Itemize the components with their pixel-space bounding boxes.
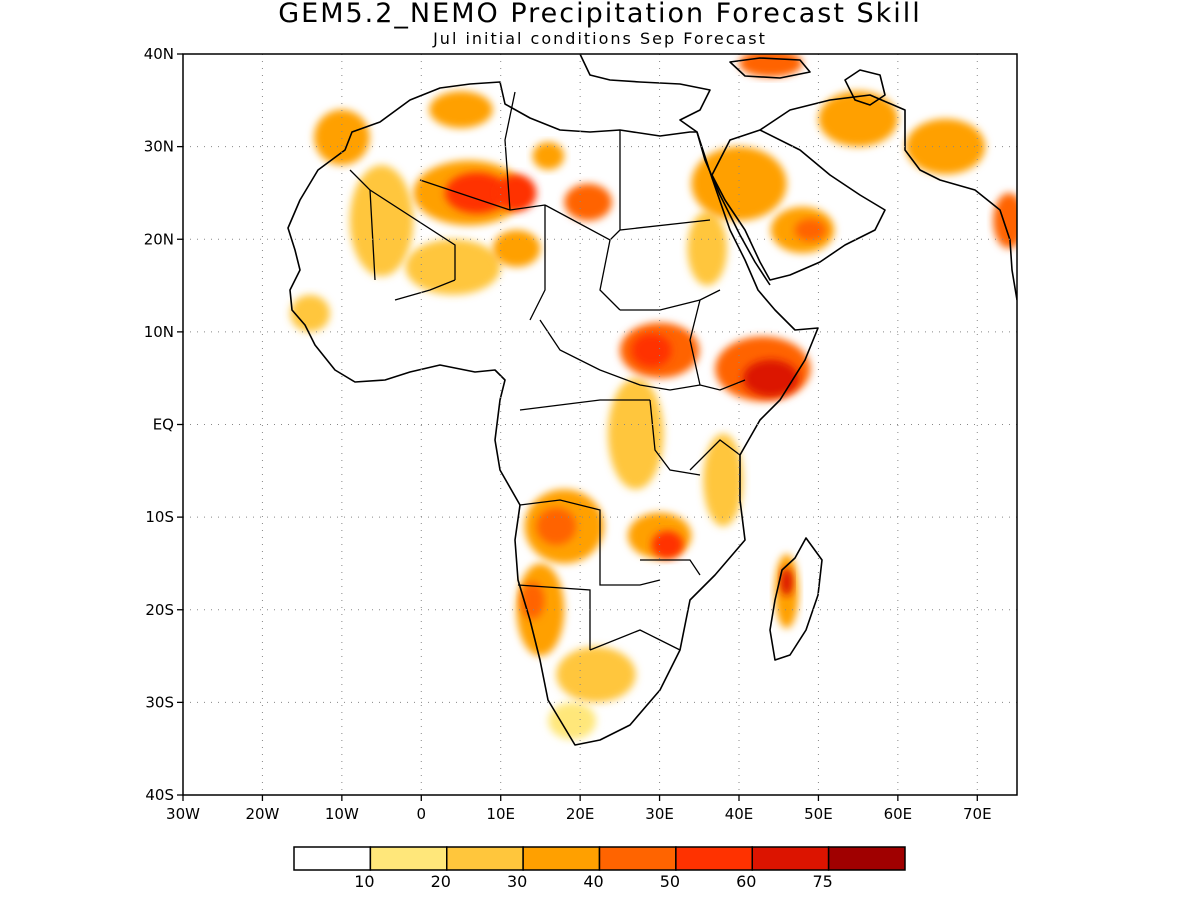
colorbar-swatch <box>827 846 906 871</box>
colorbar: 10 20 30 40 50 60 75 <box>293 846 906 891</box>
colorbar-swatch <box>522 846 601 871</box>
colorbar-label: 50 <box>660 872 680 891</box>
lon-tick-label: 60E <box>884 805 913 823</box>
lat-tick-label: 10N <box>144 323 174 341</box>
skill-region <box>492 229 541 268</box>
skill-region <box>564 183 612 221</box>
colorbar-swatch <box>598 846 677 871</box>
red-sea-line <box>696 131 771 286</box>
skill-region <box>687 211 728 286</box>
lat-tick-label: 40N <box>144 45 174 63</box>
lat-tick-label: 30S <box>145 693 174 711</box>
colorbar-swatch <box>751 846 830 871</box>
black-sea-coastline <box>729 57 811 79</box>
lat-tick-label: 20N <box>144 230 174 248</box>
coastlines <box>287 54 1017 746</box>
lon-tick-label: 10E <box>486 805 515 823</box>
skill-region <box>818 91 898 147</box>
skill-region <box>405 239 501 295</box>
skill-region <box>496 174 537 212</box>
caspian-coastline <box>844 69 886 106</box>
colorbar-swatch <box>675 846 753 871</box>
lat-tick-label: 20S <box>145 601 174 619</box>
skill-region <box>780 568 794 596</box>
lat-tick-label: EQ <box>153 416 174 434</box>
chart-subtitle: Jul initial conditions Sep Forecast <box>433 29 767 48</box>
lat-tick-label: 40S <box>145 786 174 804</box>
latitude-labels: 40N 30N 20N 10N EQ 10S 20S 30S 40S <box>144 45 183 804</box>
longitude-labels: 30W 20W 10W 0 10E 20E 30E 40E 50E 60E 70E <box>166 795 992 823</box>
lat-tick-label: 10S <box>145 508 174 526</box>
skill-region <box>536 507 577 545</box>
skill-region <box>314 109 370 166</box>
skill-shading <box>290 54 1017 740</box>
colorbar-swatch <box>446 846 524 871</box>
colorbar-label: 75 <box>812 872 832 891</box>
skill-region <box>993 192 1017 249</box>
lon-tick-label: 40E <box>725 805 754 823</box>
lon-tick-label: 30E <box>645 805 674 823</box>
colorbar-label: 10 <box>354 872 374 891</box>
skill-region <box>607 378 664 490</box>
asia-coastline <box>759 94 1017 301</box>
chart-title: GEM5.2_NEMO Precipitation Forecast Skill <box>278 0 922 29</box>
europe-asia-coastline <box>579 54 711 133</box>
skill-region <box>532 141 565 170</box>
border-lines <box>349 91 746 651</box>
skill-region <box>429 91 493 129</box>
skill-region <box>905 118 986 175</box>
arabia-coastline <box>711 129 886 281</box>
colorbar-swatch <box>293 846 372 871</box>
lon-tick-label: 0 <box>417 805 427 823</box>
lon-tick-label: 50E <box>804 805 833 823</box>
skill-region <box>651 531 684 559</box>
colorbar-label: 20 <box>431 872 451 891</box>
skill-region <box>631 333 672 368</box>
colorbar-label: 40 <box>583 872 603 891</box>
skill-region <box>691 146 787 221</box>
skill-region <box>794 218 827 242</box>
colorbar-label: 60 <box>736 872 756 891</box>
lon-tick-label: 70E <box>963 805 992 823</box>
skill-region <box>290 294 330 332</box>
lon-tick-label: 20E <box>566 805 595 823</box>
country-borders <box>349 91 746 651</box>
skill-region <box>742 359 799 397</box>
skill-region <box>349 165 414 277</box>
skill-region <box>445 172 509 214</box>
lon-tick-label: 30W <box>166 805 200 823</box>
skill-region <box>703 433 743 527</box>
skill-region <box>548 702 597 740</box>
lon-tick-label: 10W <box>325 805 359 823</box>
lat-tick-label: 30N <box>144 138 174 156</box>
madagascar-coastline <box>769 537 823 661</box>
africa-coastline <box>287 81 819 746</box>
colorbar-swatch <box>369 846 448 871</box>
colorbar-label: 30 <box>507 872 527 891</box>
skill-region <box>556 646 636 703</box>
lon-tick-label: 20W <box>245 805 279 823</box>
